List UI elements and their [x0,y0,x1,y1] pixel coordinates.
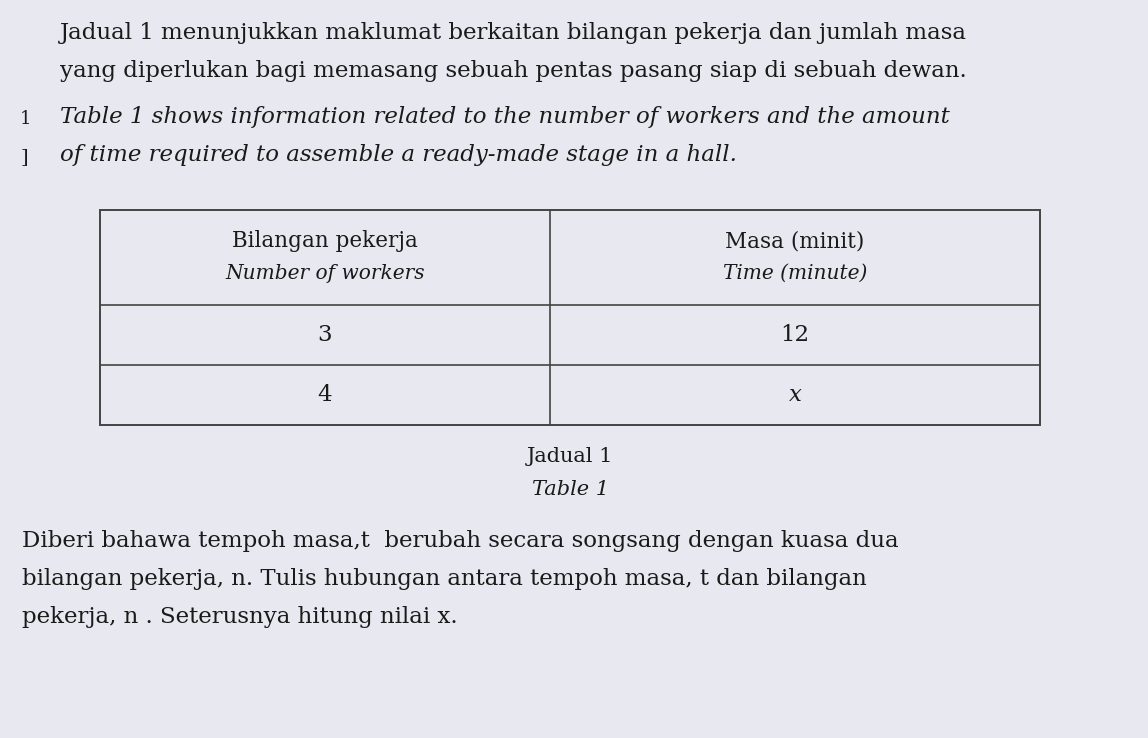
Text: Jadual 1 menunjukkan maklumat berkaitan bilangan pekerja dan jumlah masa: Jadual 1 menunjukkan maklumat berkaitan … [60,22,967,44]
Text: Time (minute): Time (minute) [723,264,867,283]
Text: Table 1: Table 1 [532,480,608,499]
Text: of time required to assemble a ready-made stage in a hall.: of time required to assemble a ready-mad… [60,144,737,166]
Text: 4: 4 [318,384,332,406]
Text: 1: 1 [20,110,31,128]
Text: 12: 12 [781,324,809,346]
Text: ]: ] [20,148,28,166]
Text: Number of workers: Number of workers [225,264,425,283]
Text: Bilangan pekerja: Bilangan pekerja [232,230,418,252]
Bar [100,210,1040,425]
Text: 3: 3 [318,324,332,346]
Text: x: x [789,384,801,406]
Text: bilangan pekerja, n. Tulis hubungan antara tempoh masa, t dan bilangan: bilangan pekerja, n. Tulis hubungan anta… [22,568,867,590]
Text: Diberi bahawa tempoh masa,t  berubah secara songsang dengan kuasa dua: Diberi bahawa tempoh masa,t berubah seca… [22,530,899,552]
Text: Masa (minit): Masa (minit) [726,230,864,252]
Text: Table 1 shows information related to the number of workers and the amount: Table 1 shows information related to the… [60,106,949,128]
Text: yang diperlukan bagi memasang sebuah pentas pasang siap di sebuah dewan.: yang diperlukan bagi memasang sebuah pen… [60,60,967,82]
Text: Jadual 1: Jadual 1 [527,447,613,466]
Text: pekerja, n . Seterusnya hitung nilai x.: pekerja, n . Seterusnya hitung nilai x. [22,606,458,628]
